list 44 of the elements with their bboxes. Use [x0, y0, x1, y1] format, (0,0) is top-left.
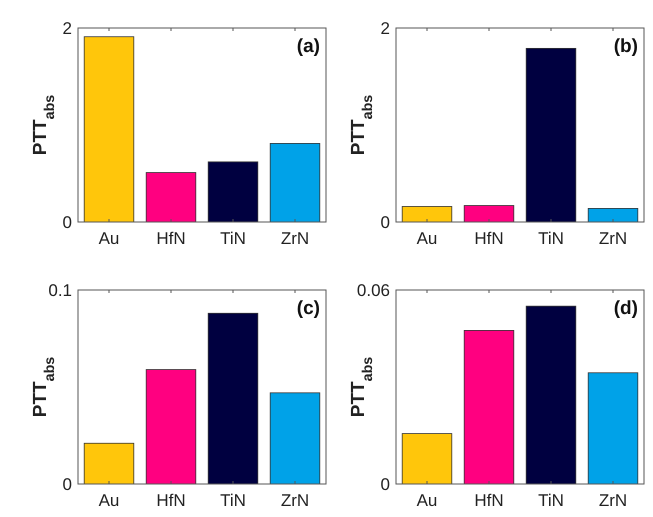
y-tick-label: 0.06: [356, 280, 390, 300]
x-tick-label: TiN: [538, 491, 564, 510]
bar: [270, 392, 320, 484]
bar: [526, 48, 576, 222]
bar: [402, 433, 452, 484]
x-tick-label: TiN: [538, 229, 564, 248]
bar: [84, 36, 134, 222]
bar: [84, 442, 134, 484]
y-tick-label: 2: [380, 18, 390, 38]
bar: [270, 143, 320, 222]
y-tick-label: 0.1: [48, 280, 72, 300]
y-tick-label: 0: [62, 212, 72, 232]
x-tick-label: Au: [98, 229, 120, 248]
x-tick-label: TiN: [220, 229, 246, 248]
x-tick-label: TiN: [220, 491, 246, 510]
y-tick-label: 0: [380, 474, 390, 494]
y-tick-label: 0: [62, 474, 72, 494]
x-tick-label: Au: [416, 229, 438, 248]
y-tick-label: 2: [62, 18, 72, 38]
x-tick-label: HfN: [474, 229, 504, 248]
x-tick-label: Au: [98, 491, 120, 510]
x-tick-label: HfN: [474, 491, 504, 510]
bar: [208, 312, 258, 484]
bar: [146, 172, 196, 222]
x-tick-label: ZrN: [598, 229, 628, 248]
bar: [464, 330, 514, 484]
annotation: (c): [296, 298, 320, 319]
x-tick-label: HfN: [156, 491, 186, 510]
x-tick-label: HfN: [156, 229, 186, 248]
annotation: (d): [614, 298, 638, 319]
bar: [588, 208, 638, 222]
x-tick-label: Au: [416, 491, 438, 510]
annotation: (a): [296, 36, 320, 57]
bar: [402, 206, 452, 222]
x-tick-label: ZrN: [280, 491, 310, 510]
bar: [588, 372, 638, 484]
x-tick-label: ZrN: [280, 229, 310, 248]
annotation: (b): [614, 36, 638, 57]
x-tick-label: ZrN: [598, 491, 628, 510]
bar: [146, 369, 196, 484]
bar: [208, 161, 258, 222]
bar: [464, 205, 514, 222]
bar: [526, 306, 576, 484]
y-tick-label: 0: [380, 212, 390, 232]
